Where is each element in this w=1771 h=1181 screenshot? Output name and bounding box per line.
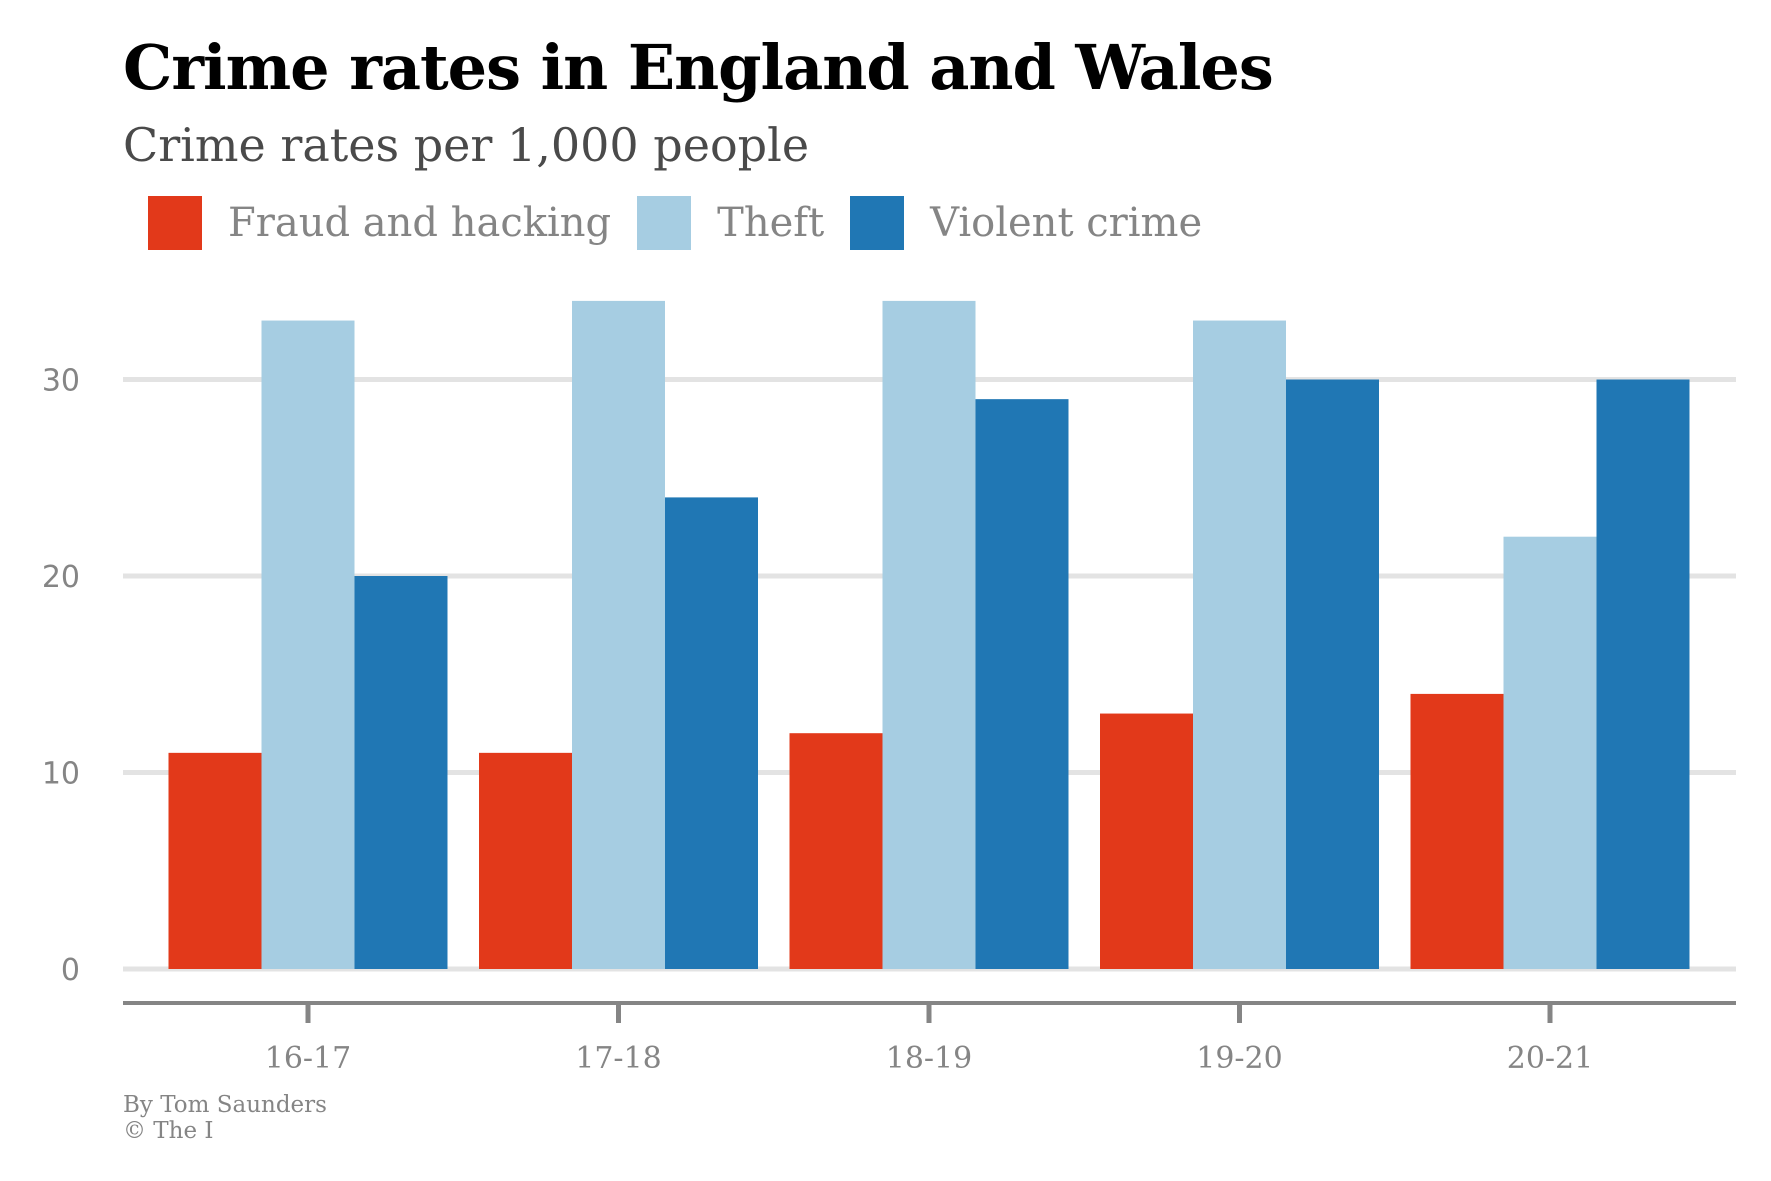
bar-theft-20-21 — [1503, 536, 1597, 969]
x-tick-label-19-20: 19-20 — [1196, 1041, 1282, 1076]
legend-label-fraud: Fraud and hacking — [228, 200, 612, 246]
credit-copyright: © The I — [123, 1117, 214, 1144]
chart-title: Crime rates in England and Wales — [123, 31, 1274, 104]
legend-swatch-fraud — [148, 196, 202, 250]
bar-theft-16-17 — [261, 320, 355, 969]
x-tick-label-17-18: 17-18 — [575, 1041, 661, 1076]
y-tick-label-20: 20 — [42, 560, 80, 595]
legend-item-violent: Violent crime — [850, 196, 1202, 250]
bar-theft-19-20 — [1193, 320, 1286, 969]
legend-item-theft: Theft — [637, 196, 824, 250]
bar-violent-crime-19-20 — [1286, 379, 1379, 969]
legend-swatch-violent — [850, 196, 905, 250]
bar-violent-crime-17-18 — [665, 497, 758, 969]
credits: By Tom Saunders © The I — [123, 1092, 327, 1145]
bar-fraud-and-hacking-19-20 — [1100, 713, 1193, 969]
y-tick-label-30: 30 — [42, 364, 80, 399]
bar-theft-17-18 — [572, 300, 665, 969]
legend: Fraud and hacking Theft Violent crime — [148, 196, 1228, 250]
bar-fraud-and-hacking-17-18 — [479, 752, 572, 969]
x-tick-label-18-19: 18-19 — [886, 1041, 972, 1076]
legend-item-fraud: Fraud and hacking — [148, 196, 611, 250]
x-tick-label-20-21: 20-21 — [1507, 1041, 1593, 1076]
legend-swatch-theft — [637, 196, 692, 250]
x-tick-label-16-17: 16-17 — [265, 1041, 351, 1076]
y-tick-label-10: 10 — [42, 757, 80, 792]
bar-violent-crime-20-21 — [1596, 379, 1690, 969]
bar-violent-crime-16-17 — [354, 576, 448, 969]
bar-fraud-and-hacking-16-17 — [168, 752, 262, 969]
bar-theft-18-19 — [882, 300, 976, 969]
legend-label-violent: Violent crime — [930, 200, 1203, 246]
bar-violent-crime-18-19 — [975, 399, 1069, 969]
credit-author: By Tom Saunders — [123, 1092, 327, 1118]
bar-fraud-and-hacking-18-19 — [789, 733, 883, 969]
legend-label-theft: Theft — [717, 200, 825, 246]
chart-subtitle: Crime rates per 1,000 people — [123, 118, 810, 172]
bar-fraud-and-hacking-20-21 — [1410, 693, 1504, 969]
y-tick-label-0: 0 — [61, 953, 80, 988]
